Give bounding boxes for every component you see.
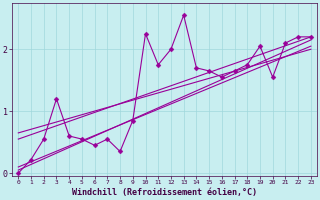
X-axis label: Windchill (Refroidissement éolien,°C): Windchill (Refroidissement éolien,°C) bbox=[72, 188, 257, 197]
